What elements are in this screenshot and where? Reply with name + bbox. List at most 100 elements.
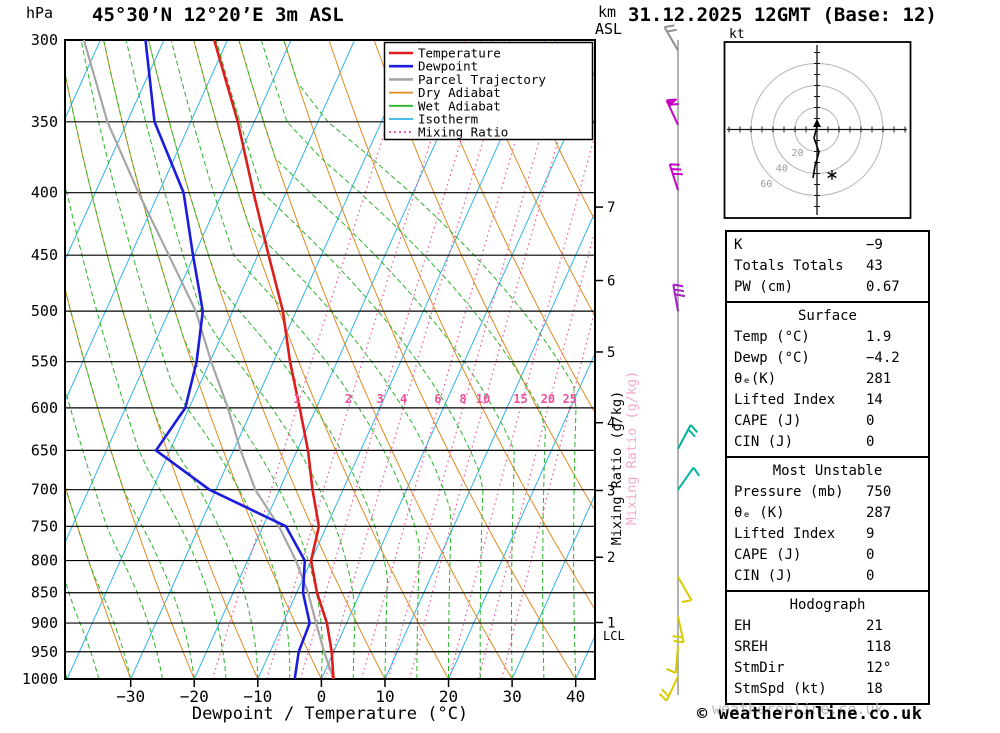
table-row: θₑ(K) 281	[727, 369, 928, 390]
wind-barb-tick	[672, 635, 683, 639]
pressure-tick-label: 400	[31, 184, 58, 202]
temp-tick-label: 20	[439, 687, 458, 706]
wet-adiabat-line	[0, 40, 4, 679]
table-row-label: Lifted Index	[734, 526, 836, 542]
pressure-tick-label: 650	[31, 441, 58, 459]
mixing-ratio-line	[266, 40, 463, 679]
asl-unit-label: ASL	[595, 20, 622, 38]
datetime-title: 31.12.2025 12GMT (Base: 12)	[628, 4, 937, 26]
wind-barb-flag	[666, 99, 678, 107]
pressure-tick-label: 800	[31, 552, 58, 570]
dry-adiabat-line	[644, 40, 700, 679]
wind-barb	[674, 646, 679, 674]
axis-tick-labels: 3003504004505005506006507007508008509009…	[22, 31, 585, 706]
table-row: Pressure (mb) 750	[727, 482, 928, 503]
mixing-ratio-value-label: 10	[476, 392, 490, 406]
wet-adiabat-line	[65, 181, 227, 679]
station-title: 45°30’N 12°20’E 3m ASL	[92, 4, 344, 26]
table-row-value: 1.9	[866, 329, 892, 345]
x-axis-label: Dewpoint / Temperature (°C)	[192, 704, 468, 724]
isotherm-line	[130, 40, 419, 679]
table-section: Surface Temp (°C) 1.9 Dewp (°C) −4.2 θₑ(K) 281…	[727, 301, 928, 456]
dry-adiabat-line	[65, 484, 132, 679]
table-row-value: 0	[866, 413, 875, 429]
isotherm-line	[257, 40, 546, 679]
dewpoint-curve	[144, 40, 312, 679]
wind-barb-tick	[664, 24, 675, 29]
hodograph-trace-arrow	[813, 119, 821, 127]
table-row: Lifted Index 9	[727, 524, 928, 545]
temp-tick-label: 0	[317, 687, 327, 706]
pressure-tick-label: 550	[31, 353, 58, 371]
wind-barb	[677, 467, 695, 491]
table-row-label: PW (cm)	[734, 279, 794, 295]
skewt-chart: 1 2 3 4 6 8 10 15 20 25 TemperatureDewpointParcel…	[0, 3, 700, 724]
legend-box	[383, 41, 594, 141]
table-row-value: 0.67	[866, 279, 900, 295]
km-axis: 7 6 5 4 3 2 1	[596, 200, 615, 631]
table-row-value: 21	[866, 618, 883, 634]
wind-barb-tick	[666, 28, 678, 33]
legend-label: Isotherm	[418, 112, 478, 127]
table-row-value: 281	[866, 371, 892, 387]
table-row-label: K	[734, 237, 743, 253]
wind-barb	[677, 424, 692, 450]
wet-adiabat-line	[125, 40, 356, 679]
wind-barb-tick	[666, 667, 677, 674]
table-row: CIN (J) 0	[727, 566, 928, 587]
pressure-tick-label: 850	[31, 584, 58, 602]
pressure-tick-label: 600	[31, 399, 58, 417]
table-row-label: CIN (J)	[734, 434, 794, 450]
temp-tick-label: 30	[502, 687, 521, 706]
table-row: CAPE (J) 0	[727, 411, 928, 432]
lcl-label: LCL	[603, 629, 625, 643]
table-row-label: Dewp (°C)	[734, 350, 810, 366]
legend-label: Dewpoint	[418, 59, 478, 74]
pressure-tick-label: 450	[31, 246, 58, 264]
table-row-value: −9	[866, 237, 883, 253]
isotherm-line	[65, 40, 165, 262]
legend-label: Parcel Trajectory	[418, 72, 546, 87]
table-row-label: CAPE (J)	[734, 413, 802, 429]
table-row-label: Lifted Index	[734, 392, 836, 408]
hodograph-ring-label: 40	[776, 164, 788, 175]
wind-barb	[668, 164, 679, 191]
dry-adiabat-line	[65, 70, 259, 679]
hodograph-ring-label: 60	[760, 179, 772, 190]
table-row-value: 0	[866, 568, 875, 584]
legend-label: Dry Adiabat	[418, 85, 501, 100]
temp-tick-label: 40	[566, 687, 585, 706]
isotherm-line	[320, 69, 595, 679]
parcel-trajectory-curve	[82, 40, 335, 679]
storm-motion-star	[827, 171, 837, 179]
table-row-value: 287	[866, 505, 892, 521]
temp-tick-label: 10	[375, 687, 394, 706]
km-tick-label: 5	[607, 345, 615, 361]
isotherm-line	[384, 211, 595, 679]
mixing-ratio-value-label: 2	[345, 392, 352, 406]
wet-adiabat-line	[65, 387, 163, 679]
table-row-value: 118	[866, 639, 892, 655]
pressure-tick-label: 700	[31, 481, 58, 499]
wind-barb-tick	[658, 693, 668, 702]
table-row-value: 0	[866, 547, 875, 563]
pressure-tick-label: 1000	[22, 670, 58, 688]
table-row: Lifted Index 14	[727, 390, 928, 411]
isotherm-line	[193, 40, 483, 679]
table-row-value: 9	[866, 526, 875, 542]
km-tick-label: 2	[607, 550, 615, 566]
table-section: K −9 Totals Totals 43 PW (cm) 0.67	[727, 232, 928, 301]
wind-barb-tick	[674, 293, 686, 298]
table-section: Hodograph EH 21 SREH 118 StmDir 12° StmSpd (kt)…	[727, 590, 928, 703]
mixing-ratio-value-label: 20	[541, 392, 555, 406]
mixing-ratio-value-label: 25	[562, 392, 576, 406]
mixing-ratio-line	[299, 40, 493, 679]
table-row: θₑ (K) 287	[727, 503, 928, 524]
table-section: Most Unstable Pressure (mb) 750 θₑ (K) 287 Li…	[727, 456, 928, 590]
indices-table: K −9 Totals Totals 43 PW (cm) 0.67 Surface Temp…	[725, 230, 930, 705]
pressure-unit-label: hPa	[26, 4, 53, 22]
wind-barb-tick	[692, 467, 700, 477]
table-row-label: StmSpd (kt)	[734, 681, 827, 697]
mixing-ratio-value-labels: 1 2 3 4 6 8 10 15 20 25	[293, 392, 577, 406]
